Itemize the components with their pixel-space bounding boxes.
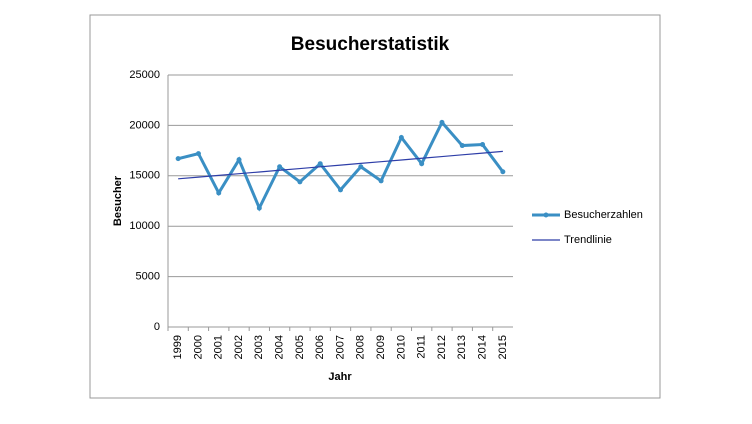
x-tick-label: 1999 [172, 335, 184, 359]
x-tick-label: 2006 [314, 335, 326, 359]
series-line [178, 150, 503, 180]
point [338, 187, 343, 193]
point [480, 142, 486, 148]
y-tick-label: 20000 [129, 119, 160, 131]
x-tick-label: 2007 [334, 335, 346, 359]
point [297, 179, 303, 185]
chart-title: Besucherstatistik [291, 34, 450, 55]
x-tick-label: 2004 [274, 335, 286, 359]
point [358, 164, 364, 170]
x-tick-label: 2003 [253, 335, 265, 359]
point [236, 157, 242, 163]
y-tick-label: 10000 [129, 220, 160, 232]
x-tick-label: 2012 [436, 335, 448, 359]
point [216, 190, 222, 196]
y-tick-label: 25000 [129, 69, 160, 81]
point [277, 164, 283, 170]
y-axis-label: Besucher [112, 175, 124, 226]
chart-frame [89, 14, 661, 399]
x-tick-label: 2001 [213, 335, 225, 359]
point [459, 143, 465, 149]
x-tick-label: 2015 [497, 335, 509, 359]
point [419, 161, 425, 167]
legend-label: Besucherzahlen [564, 209, 643, 221]
legend-label: Trendlinie [564, 234, 612, 246]
x-tick-label: 2014 [476, 335, 488, 359]
x-tick-label: 2009 [375, 335, 387, 359]
x-tick-label: 2010 [395, 335, 407, 359]
x-tick-label: 2008 [355, 335, 367, 359]
point [195, 151, 201, 157]
y-tick-label: 15000 [129, 170, 160, 182]
point [439, 119, 445, 125]
point [317, 161, 323, 167]
x-tick-label: 2005 [294, 335, 306, 359]
x-tick-label: 2013 [456, 335, 468, 359]
point [398, 134, 404, 140]
point [175, 156, 181, 162]
y-tick-label: 0 [154, 321, 160, 333]
point [500, 169, 506, 175]
x-tick-label: 2000 [192, 335, 204, 359]
point [256, 205, 262, 211]
point [378, 178, 384, 184]
legend-marker [543, 212, 549, 218]
y-tick-label: 5000 [136, 271, 160, 283]
x-tick-label: 2002 [233, 335, 245, 359]
x-tick-label: 2011 [416, 335, 428, 359]
x-axis-label: Jahr [328, 371, 352, 383]
